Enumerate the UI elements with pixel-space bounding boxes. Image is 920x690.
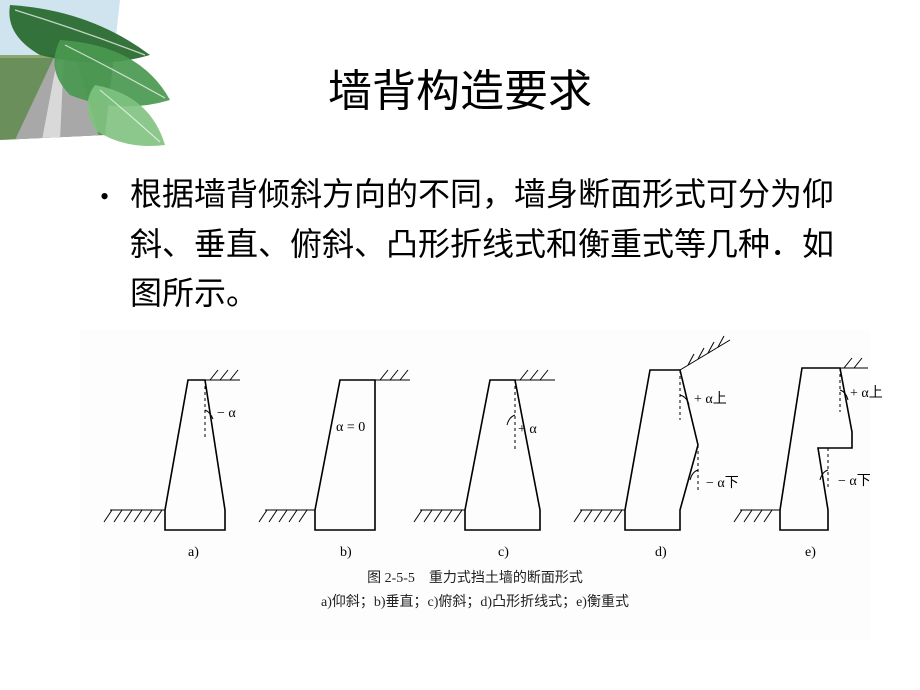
figure-caption: 图 2-5-5 重力式挡土墙的断面形式 a)仰斜；b)垂直；c)俯斜；d)凸形折… xyxy=(80,567,870,615)
subfig-c: c) xyxy=(498,545,509,561)
caption-line2: a)仰斜；b)垂直；c)俯斜；d)凸形折线式；e)衡重式 xyxy=(80,591,870,615)
bullet-marker: • xyxy=(100,182,109,212)
subfig-a: a) xyxy=(188,545,199,561)
subfig-d: d) xyxy=(655,545,667,561)
angle-b: α = 0 xyxy=(336,420,365,436)
angle-c: + α xyxy=(518,422,537,438)
figure-svg xyxy=(80,330,870,570)
slide-title: 墙背构造要求 xyxy=(0,55,920,119)
angle-a: − α xyxy=(217,406,236,422)
angle-e-bot: − α下 xyxy=(838,470,871,490)
angle-d-top: + α上 xyxy=(694,388,727,408)
angle-d-bot: − α下 xyxy=(706,472,739,492)
figure-area: − α α = 0 + α + α上 − α下 + α上 − α下 a) b) … xyxy=(80,330,870,640)
angle-e-top: + α上 xyxy=(850,382,883,402)
body-text: 根据墙背倾斜方向的不同，墙身断面形式可分为仰斜、垂直、俯斜、凸形折线式和衡重式等… xyxy=(130,170,850,319)
subfig-e: e) xyxy=(805,545,816,561)
subfig-b: b) xyxy=(340,545,352,561)
caption-line1: 图 2-5-5 重力式挡土墙的断面形式 xyxy=(80,567,870,591)
